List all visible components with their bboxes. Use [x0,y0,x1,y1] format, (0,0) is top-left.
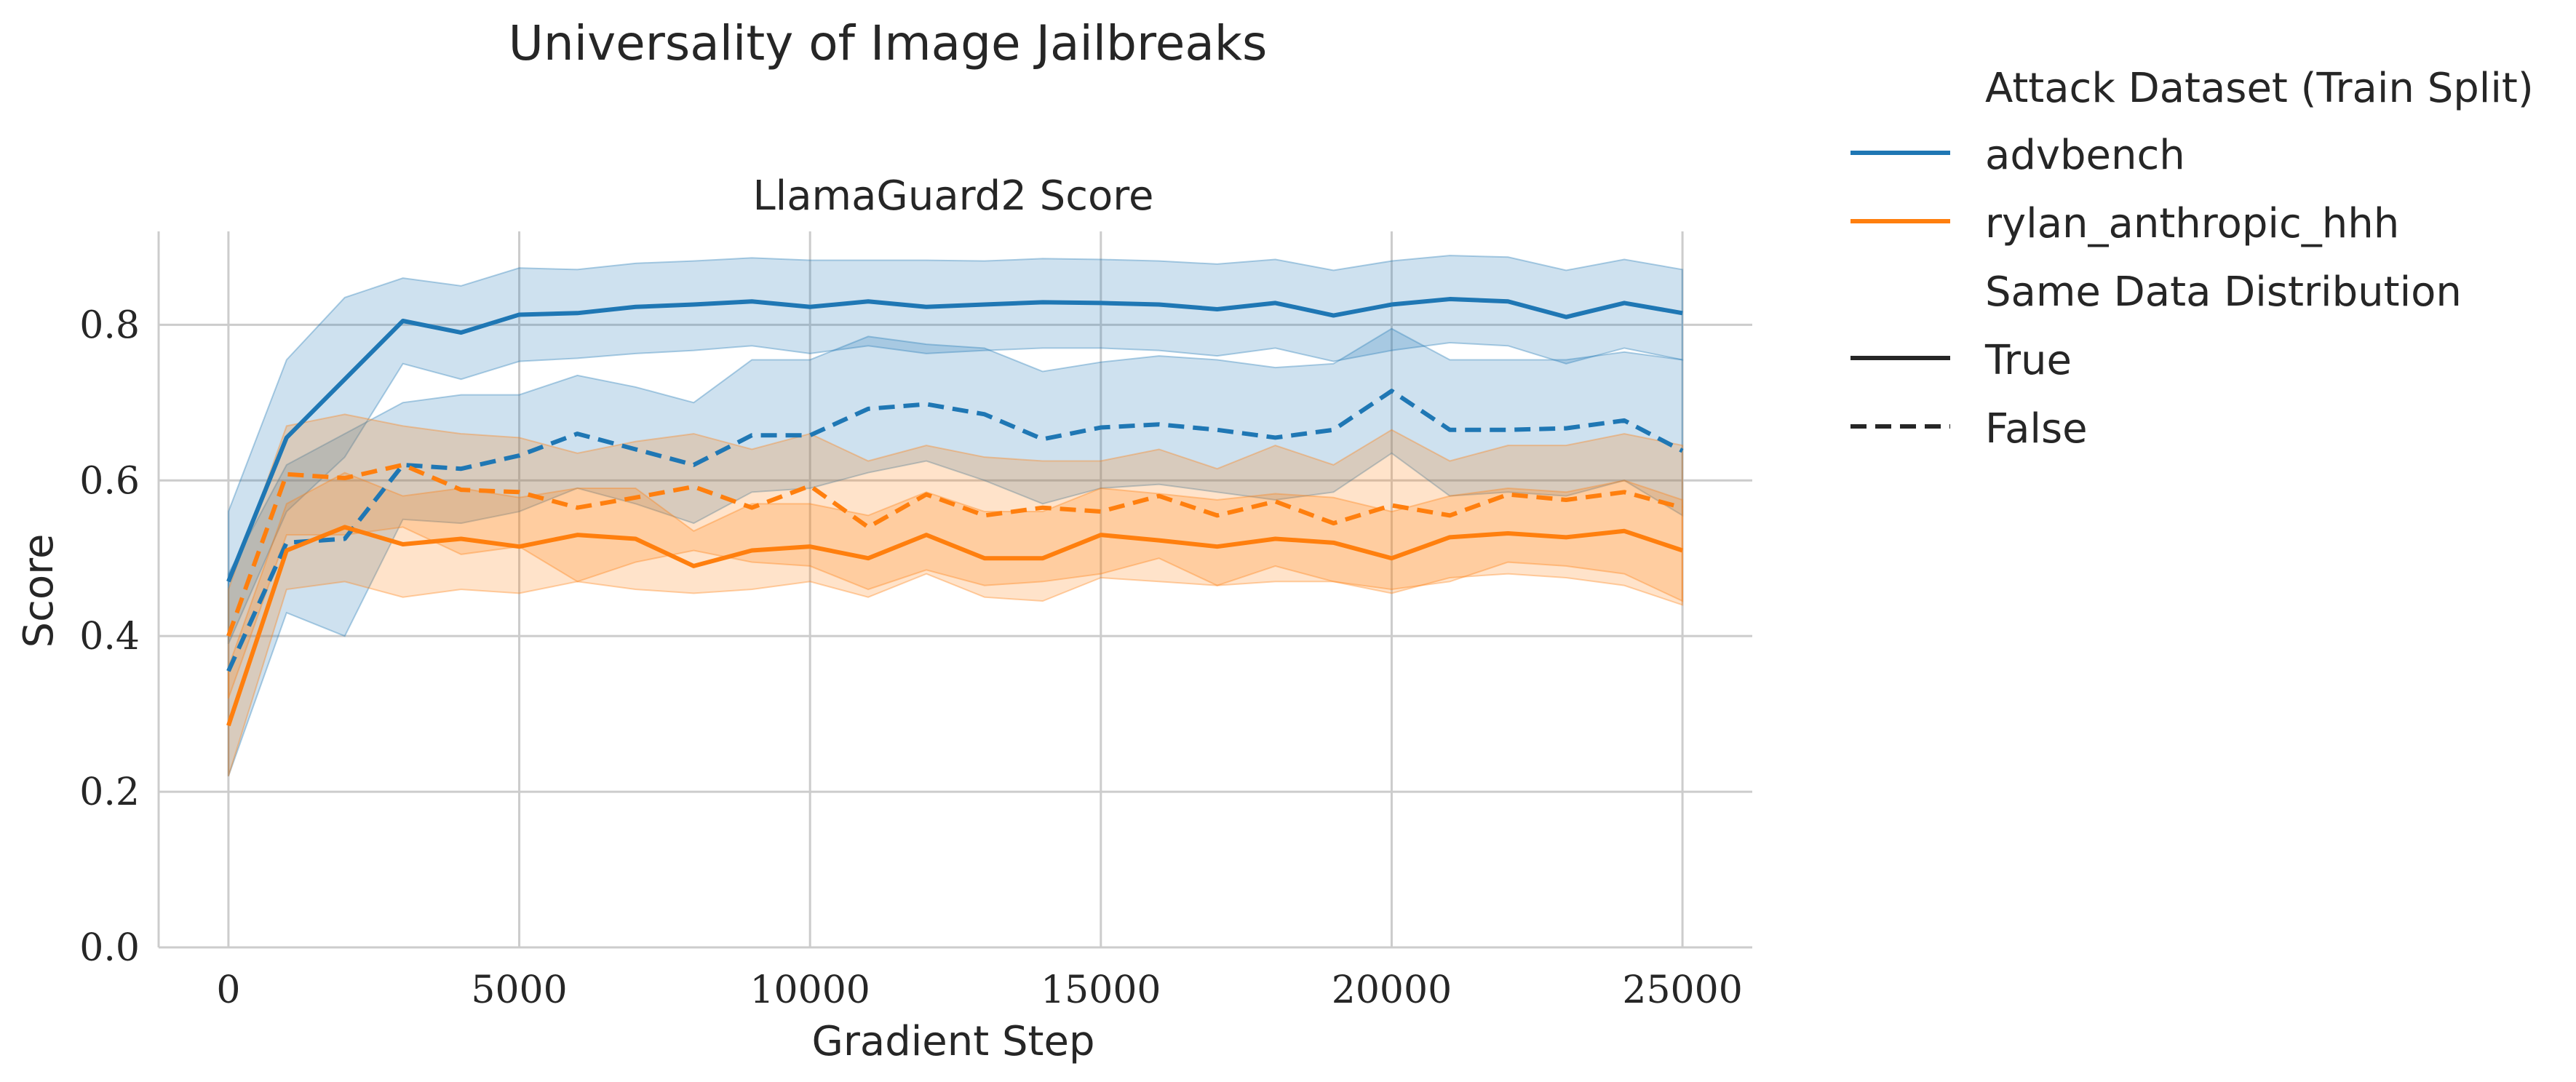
legend-style-title: Same Data Distribution [1985,268,2462,316]
legend-entry-false: False [1985,405,2088,453]
x-tick-label-4: 20000 [1332,968,1452,1012]
x-tick-labels: 0 5000 10000 15000 20000 25000 [216,968,1742,1012]
x-axis-label: Gradient Step [811,1018,1094,1065]
x-tick-label-1: 5000 [471,968,567,1012]
x-tick-label-0: 0 [216,968,240,1012]
chart-subtitle: LlamaGuard2 Score [752,172,1153,220]
y-tick-labels: 0.0 0.2 0.4 0.6 0.8 [79,303,140,970]
y-tick-label-2: 0.4 [79,615,140,659]
plot-area: 0 5000 10000 15000 20000 25000 0.00.20.40.60.… [79,231,1752,1012]
y-tick-label-1: 0.2 [79,771,140,814]
y-tick-label-3: 0.6 [79,459,140,503]
x-tick-label-3: 15000 [1041,968,1161,1012]
legend-entry-advbench: advbench [1985,132,2185,179]
legend-entry-true: True [1984,337,2072,384]
legend-entry-rylan-anthropic-hhh: rylan_anthropic_hhh [1985,200,2399,247]
y-tick-label-4: 0.8 [79,303,140,347]
confidence-bands [228,255,1682,776]
x-tick-label-2: 10000 [750,968,870,1012]
chart-title: Universality of Image Jailbreaks [509,15,1268,71]
y-axis-label: Score [15,534,63,648]
x-tick-label-5: 25000 [1622,968,1742,1012]
legend: Attack Dataset (Train Split) advbench ry… [1850,65,2534,453]
y-tick-label-0: 0.0 [79,926,140,970]
legend-hue-title: Attack Dataset (Train Split) [1985,65,2534,112]
